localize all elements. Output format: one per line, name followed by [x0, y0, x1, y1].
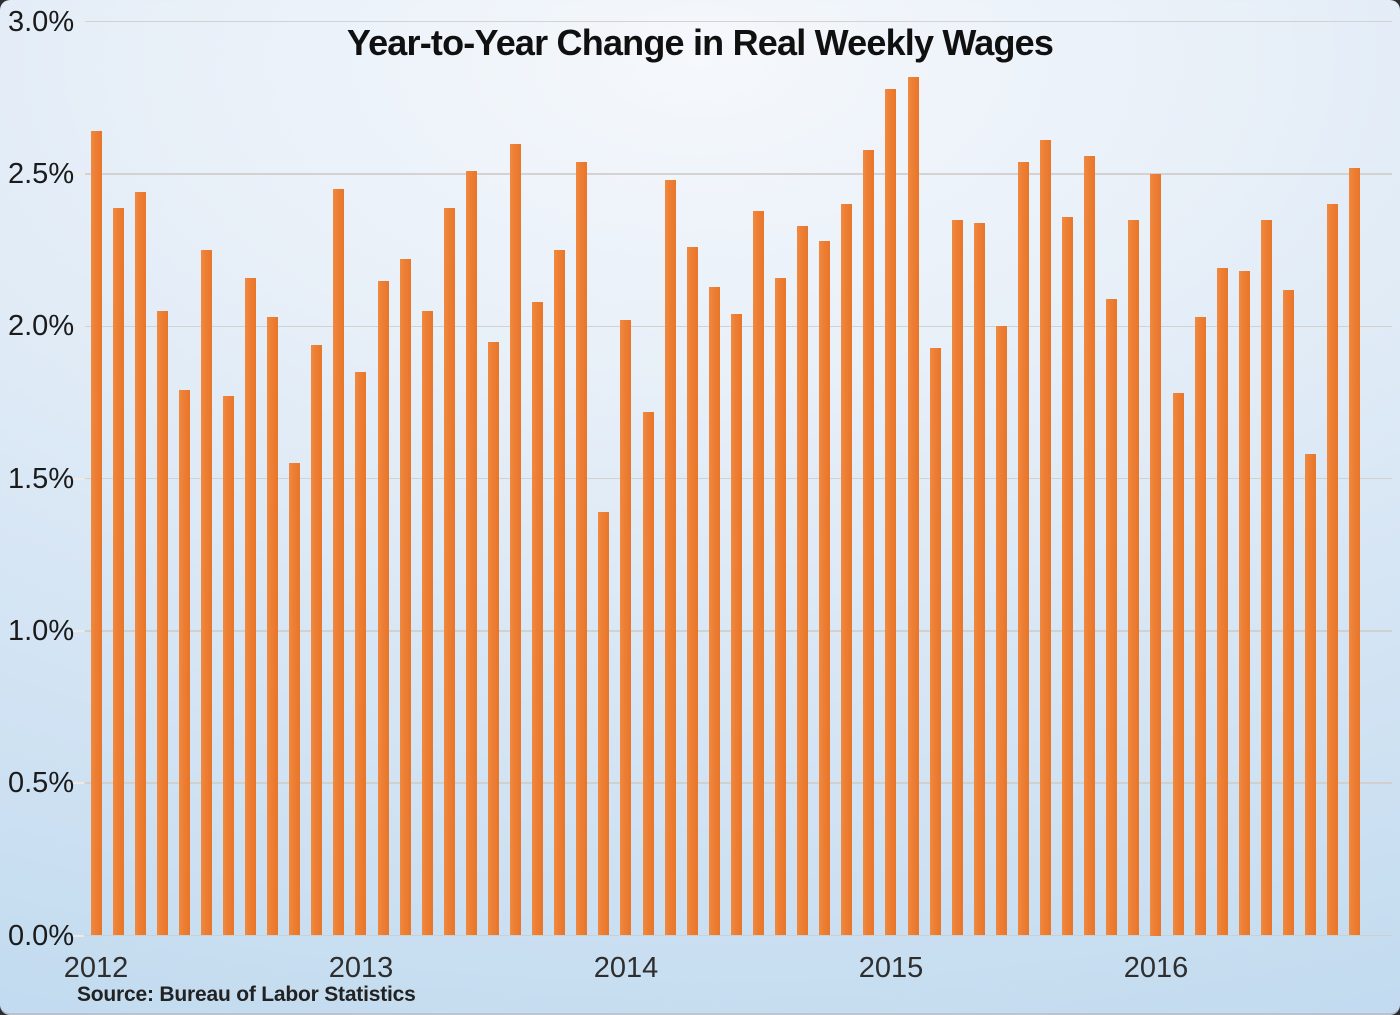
bar-2016-03	[1194, 317, 1206, 936]
bar-2014-01	[620, 320, 632, 936]
y-axis-label: 0.0%	[8, 919, 75, 952]
bar-2015-11	[1106, 298, 1118, 936]
bar-2015-12	[1128, 219, 1140, 936]
bar-2016-09	[1327, 204, 1339, 936]
bar-2014-11	[841, 204, 853, 936]
bar-2013-02	[377, 280, 389, 936]
bar-2016-04	[1216, 268, 1228, 936]
bar-2012-02	[112, 207, 124, 936]
gridline-2.5%	[85, 173, 1392, 175]
bar-2012-05	[178, 390, 190, 936]
bar-2012-04	[156, 311, 168, 936]
bar-2016-02	[1172, 393, 1184, 936]
y-axis-tick-2.0%	[72, 325, 84, 328]
bar-2015-08	[1040, 140, 1052, 936]
bar-2013-07	[487, 341, 499, 936]
bar-2013-04	[421, 311, 433, 936]
bar-2015-07	[1017, 161, 1029, 936]
bar-2015-09	[1062, 216, 1074, 936]
bar-2016-06	[1260, 219, 1272, 936]
bar-2014-03	[664, 180, 676, 936]
bar-2013-03	[399, 259, 411, 936]
x-axis-label-2013: 2013	[328, 952, 394, 984]
x-axis-label-2014: 2014	[593, 952, 659, 984]
y-axis-label: 3.0%	[8, 5, 75, 38]
y-axis-label: 1.0%	[8, 614, 75, 647]
y-axis-label: 2.0%	[8, 310, 75, 343]
bar-2015-04	[951, 219, 963, 936]
bar-2016-10	[1349, 167, 1361, 936]
x-axis-label-2015: 2015	[858, 952, 924, 984]
bar-2015-05	[973, 222, 985, 936]
bar-2012-09	[267, 317, 279, 936]
bar-2014-09	[797, 225, 809, 936]
bar-2013-11	[576, 161, 588, 936]
x-axis-label-2016: 2016	[1123, 952, 1189, 984]
bar-2014-07	[752, 210, 764, 936]
bar-2015-06	[995, 326, 1007, 936]
bar-2014-02	[642, 411, 654, 936]
bar-2013-06	[465, 170, 477, 936]
bar-2015-10	[1084, 155, 1096, 936]
bar-2014-08	[775, 277, 787, 936]
bar-2012-01	[90, 131, 102, 936]
bar-2012-06	[200, 250, 212, 936]
bar-2014-12	[863, 149, 875, 936]
bar-2014-04	[686, 247, 698, 936]
bar-2015-02	[907, 76, 919, 936]
bar-2012-08	[245, 277, 257, 936]
y-axis-tick-0.0%	[72, 934, 84, 937]
bar-2013-12	[598, 512, 610, 936]
bar-2016-01	[1150, 174, 1162, 936]
y-axis-label: 1.5%	[8, 462, 75, 495]
bar-2012-07	[222, 396, 234, 936]
bar-2012-10	[289, 463, 301, 936]
bar-2014-05	[708, 286, 720, 936]
gridline-3.0%	[85, 20, 1392, 23]
bar-2016-07	[1282, 289, 1294, 936]
bar-2012-12	[333, 189, 345, 936]
y-axis-tick-1.5%	[72, 477, 84, 480]
bar-2015-01	[885, 88, 897, 936]
y-axis-tick-1.0%	[72, 629, 84, 632]
y-axis-label: 2.5%	[8, 158, 75, 190]
y-axis-label: 0.5%	[8, 767, 75, 800]
bar-2014-10	[819, 241, 831, 936]
bar-2014-06	[730, 314, 742, 936]
bar-2016-08	[1305, 454, 1317, 936]
bar-2013-09	[532, 301, 544, 936]
bar-2013-08	[510, 143, 522, 936]
bar-2013-10	[554, 250, 566, 936]
bar-2012-11	[311, 344, 323, 936]
y-axis-tick-2.5%	[72, 173, 84, 175]
x-axis-label-2012: 2012	[63, 952, 129, 984]
bar-2013-01	[355, 371, 367, 936]
y-axis-tick-3.0%	[72, 20, 84, 23]
source-caption: Source: Bureau of Labor Statistics	[77, 983, 416, 1006]
y-axis-tick-0.5%	[72, 782, 84, 785]
chart-title: Year-to-Year Change in Real Weekly Wages	[346, 22, 1054, 63]
bar-2015-03	[929, 347, 941, 936]
bar-2012-03	[134, 192, 146, 936]
bar-2016-05	[1238, 271, 1250, 936]
bar-2013-05	[443, 207, 455, 936]
gridline-0.0%	[85, 934, 1392, 937]
